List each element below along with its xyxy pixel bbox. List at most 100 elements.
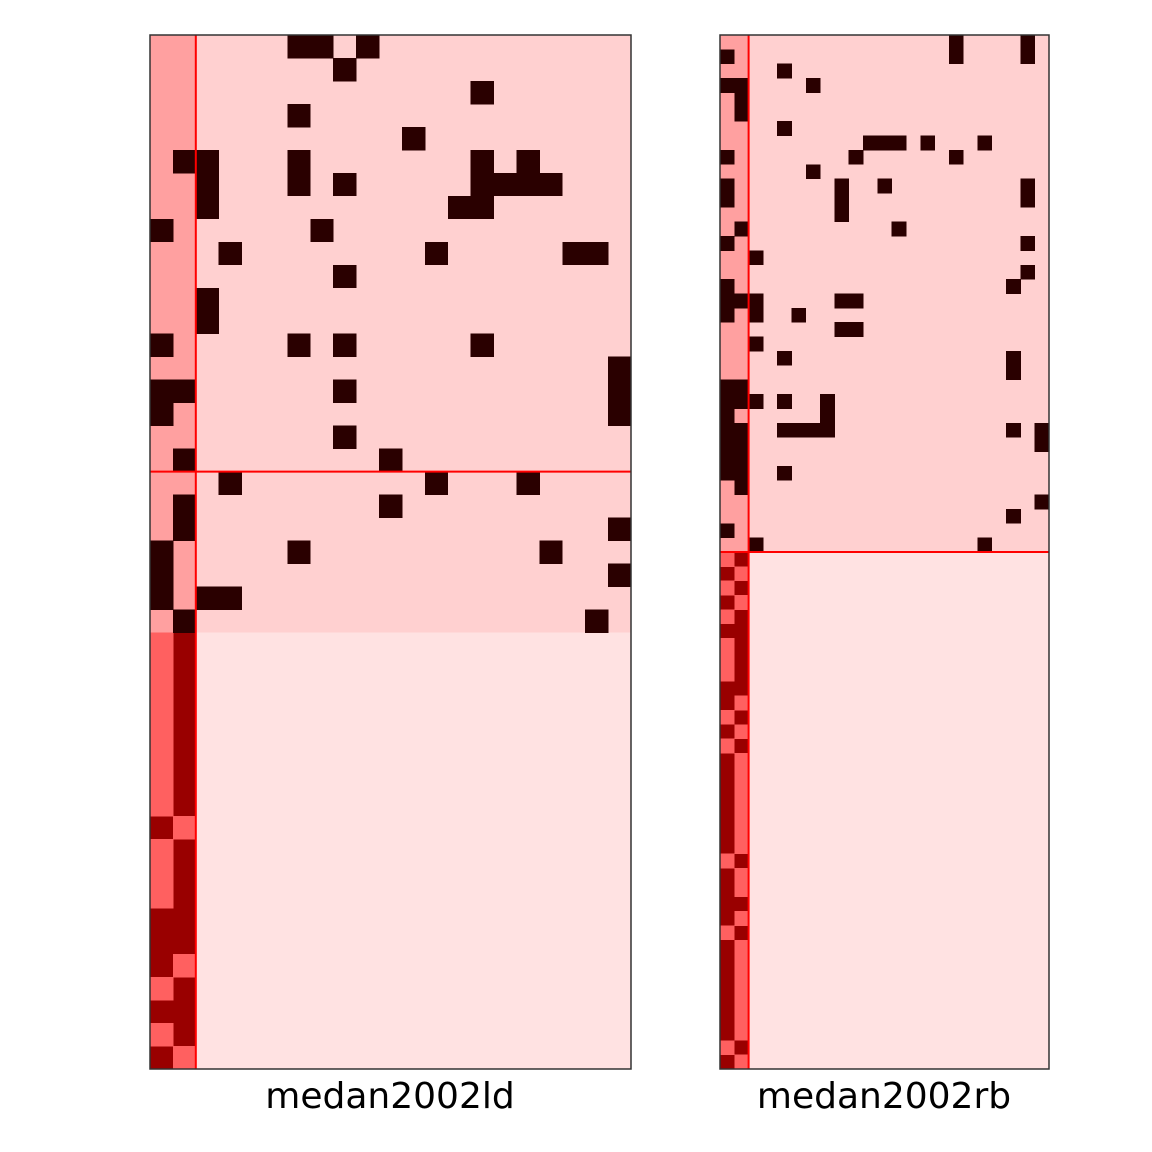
panel-frame	[719, 34, 1050, 1070]
cell-light	[172, 816, 197, 840]
cell-present	[150, 563, 174, 587]
cell-present	[891, 221, 907, 237]
cell-present	[748, 307, 764, 323]
cell-present	[720, 49, 735, 65]
cell-present	[333, 57, 357, 82]
cell-present	[470, 80, 494, 105]
cell-present	[734, 221, 750, 237]
cell-present	[333, 425, 357, 449]
cell-light	[150, 632, 174, 656]
cell-light	[734, 753, 750, 768]
cell-light	[734, 566, 750, 582]
cell-present	[891, 135, 907, 151]
cell-present	[777, 63, 792, 79]
cell-present	[720, 437, 735, 452]
cell-light	[734, 1054, 750, 1070]
cell-present	[748, 250, 764, 266]
cell-light	[150, 747, 174, 771]
cell-present	[748, 537, 764, 553]
cell-present	[287, 103, 311, 128]
cell-present	[195, 586, 220, 610]
cell-present	[150, 218, 174, 243]
cell-present	[720, 408, 735, 424]
cell-present	[310, 35, 334, 59]
cell-present	[150, 402, 174, 427]
cell-present	[172, 494, 197, 518]
cell-light	[734, 695, 750, 711]
cell-present	[834, 192, 850, 208]
cell-present	[195, 195, 220, 220]
cell-present	[1020, 35, 1036, 50]
cell-present	[720, 279, 735, 294]
cell-light	[734, 595, 750, 610]
cell-present	[218, 241, 243, 266]
block-top	[195, 35, 632, 633]
cell-present	[748, 293, 764, 309]
cell-present	[401, 126, 426, 151]
cell-present	[948, 149, 964, 165]
cell-present	[1020, 236, 1036, 251]
cell-present	[287, 333, 311, 358]
cell-light	[734, 997, 750, 1012]
cell-present	[608, 402, 632, 427]
cell-present	[195, 310, 220, 335]
cell-present	[720, 422, 735, 438]
cell-present	[470, 172, 494, 197]
cell-light	[734, 954, 750, 969]
cell-light	[720, 1040, 735, 1056]
cell-present	[791, 307, 807, 323]
cell-light	[172, 1046, 197, 1070]
cell-present	[195, 172, 220, 197]
cell-light	[150, 885, 174, 909]
block-bottom	[748, 552, 1049, 1069]
cell-present	[287, 149, 311, 174]
cell-present	[734, 465, 750, 481]
cell-present	[585, 609, 609, 633]
cell-present	[805, 164, 821, 180]
cell-present	[734, 293, 750, 309]
cell-present	[608, 563, 632, 587]
cell-present	[195, 287, 220, 312]
cell-light	[150, 678, 174, 702]
cell-present	[287, 540, 311, 564]
cell-present	[977, 537, 993, 553]
cell-present	[820, 394, 835, 409]
block-bottom	[195, 632, 632, 1069]
cell-present	[1020, 264, 1036, 280]
cell-present	[333, 333, 357, 358]
cell-present	[172, 609, 197, 633]
cell-light	[150, 655, 174, 679]
cell-light	[720, 853, 735, 869]
cell-present	[333, 264, 357, 289]
cell-present	[1006, 350, 1021, 366]
cell-present	[848, 322, 864, 337]
block-top	[748, 35, 1049, 552]
cell-light	[734, 810, 750, 826]
cell-present	[977, 135, 993, 151]
cell-light	[734, 781, 750, 797]
cell-present	[720, 236, 735, 251]
cell-present	[1006, 365, 1021, 381]
cell-light	[720, 609, 735, 625]
cell-present	[734, 92, 750, 108]
panel-medan2002ld: medan2002ld	[149, 34, 632, 1117]
cell-present	[470, 333, 494, 358]
cell-present	[805, 422, 821, 438]
cell-light	[720, 709, 735, 725]
cell-present	[310, 218, 334, 243]
cell-present	[877, 135, 893, 151]
cell-present	[585, 241, 609, 266]
cell-present	[720, 178, 735, 194]
cell-light	[720, 552, 735, 567]
cell-present	[948, 49, 964, 65]
cell-present	[1006, 279, 1021, 294]
cell-light	[734, 767, 750, 783]
cell-present	[356, 35, 380, 59]
cell-present	[720, 523, 735, 539]
cell-present	[848, 149, 864, 165]
cell-present	[1020, 49, 1036, 65]
cell-present	[777, 350, 792, 366]
cell-present	[748, 394, 764, 409]
cell-present	[150, 379, 174, 404]
cell-light	[150, 977, 174, 1001]
